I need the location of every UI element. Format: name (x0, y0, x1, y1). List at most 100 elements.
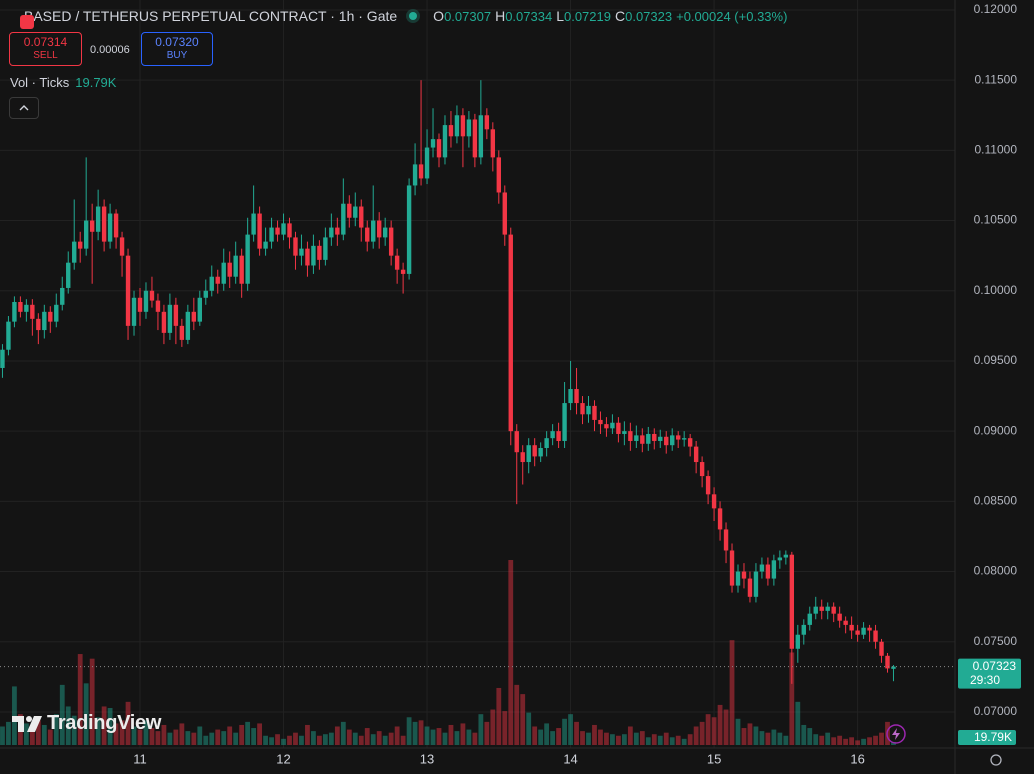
y-tick-label: 0.07500 (974, 634, 1018, 648)
volume-bar (849, 737, 855, 745)
volume-bar (478, 714, 484, 745)
candle-body (460, 115, 466, 137)
volume-bar (305, 724, 310, 745)
y-tick-label: 0.12000 (974, 2, 1018, 16)
candle-body (604, 424, 609, 429)
sell-button[interactable]: 0.07314 SELL (9, 32, 82, 66)
candle-body (502, 192, 507, 235)
candle-body (562, 403, 567, 441)
volume-bar (484, 721, 490, 745)
candle-body (448, 125, 454, 137)
volume-bar (263, 735, 268, 745)
volume-bar (400, 735, 406, 745)
collapse-button[interactable] (9, 97, 39, 119)
volume-bar (41, 724, 47, 745)
volume-bar (197, 726, 203, 745)
candle-body (747, 578, 753, 597)
volume-bar (580, 731, 585, 745)
volume-bar (101, 706, 107, 745)
buy-button[interactable]: 0.07320 BUY (141, 32, 213, 66)
volume-bar (735, 718, 741, 745)
candle-body (149, 290, 155, 301)
candle-body (885, 655, 890, 669)
spread: 0.00006 (90, 44, 130, 56)
candle-body (137, 297, 143, 312)
high-key: H (495, 8, 506, 24)
volume-bar (185, 731, 191, 745)
candle-body (78, 241, 83, 249)
volume-bar (496, 687, 502, 745)
candle-body (113, 213, 119, 238)
candle-body (12, 301, 17, 322)
candle-body (616, 422, 621, 434)
volume-bar (592, 724, 597, 745)
candle-body (580, 403, 585, 415)
candle-body (305, 248, 310, 266)
candle-body (131, 297, 137, 326)
volume-bar (699, 721, 705, 745)
market-status (409, 12, 418, 20)
volume-bar (855, 740, 860, 745)
candle-body (6, 321, 11, 350)
candle-body (0, 349, 5, 368)
candle-body (759, 564, 765, 572)
volume-bar (574, 721, 579, 745)
candle-body (843, 620, 848, 625)
candle-body (89, 220, 95, 232)
candle-body (412, 164, 418, 186)
volume-bar (328, 732, 334, 745)
volume-bar (358, 735, 364, 745)
candle-body (777, 557, 783, 561)
candle-body (287, 223, 292, 238)
candle-body (185, 311, 191, 340)
candle-body (831, 606, 836, 614)
volume-bar (119, 720, 125, 745)
candle-body (143, 290, 149, 312)
volume-bar (311, 731, 316, 745)
volume-bar (370, 734, 376, 745)
candle-body (687, 438, 693, 447)
candle-body (634, 435, 639, 441)
volume-bar (843, 738, 849, 745)
volume-bar (251, 728, 257, 745)
volume-bar (598, 729, 603, 745)
volume-bar (191, 732, 197, 745)
y-tick-label: 0.11000 (975, 143, 1018, 157)
candle-body (454, 115, 460, 137)
y-tick-label: 0.10500 (974, 213, 1018, 227)
candle-body (789, 554, 795, 649)
candle-body (819, 606, 824, 611)
volume-bar (215, 729, 221, 745)
volume-bar (681, 738, 687, 745)
candle-body (299, 248, 304, 256)
sell-label: SELL (33, 50, 58, 61)
candle-body (72, 241, 77, 263)
volume-bar (299, 735, 304, 745)
x-tick-label: 14 (563, 751, 577, 766)
volume-bar (77, 654, 83, 745)
volume-label-box (958, 730, 1016, 745)
candle-body (203, 290, 208, 298)
volume-bar (657, 735, 663, 745)
candle-body (568, 389, 573, 404)
volume-bar (107, 708, 113, 745)
symbol-title: BASED / TETHERUS PERPETUAL CONTRACT · 1h… (24, 8, 398, 24)
volume-bar (466, 729, 472, 745)
volume-bar (293, 732, 298, 745)
volume-bar (209, 732, 215, 745)
volume-bar (526, 712, 532, 745)
candle-body (873, 630, 878, 642)
candle-body (550, 431, 555, 439)
candle-body (681, 438, 687, 440)
volume-bar (586, 732, 591, 745)
low-value: 0.07219 (563, 8, 611, 24)
candle-body (699, 462, 705, 477)
volume-bar (873, 735, 878, 745)
candle-body (209, 276, 214, 291)
alert-bolt (892, 728, 900, 740)
candle-body (652, 433, 657, 441)
candle-body (173, 304, 179, 326)
volume-bar (819, 735, 825, 745)
volume-bar (663, 732, 669, 745)
volume-bar (705, 714, 711, 745)
